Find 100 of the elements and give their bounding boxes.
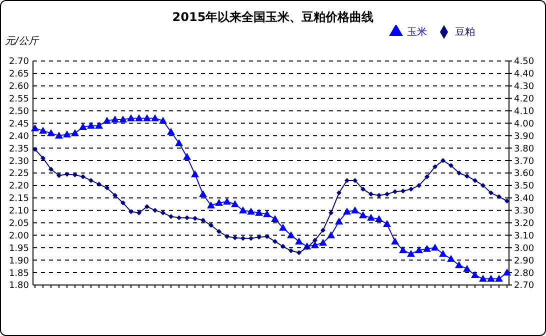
y-tick-label: 2.15 — [8, 194, 29, 204]
point — [415, 246, 423, 254]
point — [40, 156, 46, 161]
y2-tick-label: 3.10 — [514, 231, 534, 242]
y-tick-label: 2.05 — [8, 218, 29, 229]
chart-title: 2015年以来全国玉米、豆粕价格曲线 — [171, 9, 375, 26]
point — [399, 246, 407, 254]
point — [263, 210, 271, 218]
point — [432, 164, 438, 170]
y2-tick-label: 3.40 — [514, 194, 534, 204]
point — [392, 189, 398, 194]
point — [104, 185, 110, 190]
point — [440, 158, 446, 164]
y-tick-label: 1.95 — [8, 244, 29, 254]
point — [200, 218, 206, 223]
point — [72, 172, 78, 178]
point — [224, 234, 230, 239]
point — [223, 198, 231, 205]
point — [296, 250, 302, 256]
point — [247, 208, 255, 215]
point — [64, 172, 70, 177]
y-tick-label: 2.35 — [8, 144, 29, 154]
point — [80, 174, 86, 180]
point — [191, 170, 199, 178]
point — [479, 274, 487, 282]
point — [240, 236, 246, 241]
point — [447, 254, 455, 262]
y2-tick-label: 4.30 — [514, 82, 534, 92]
y2-tick-label: 3.50 — [514, 182, 534, 192]
point — [184, 215, 190, 220]
point — [287, 231, 295, 238]
point — [199, 190, 207, 198]
y-tick-label: 2.50 — [8, 106, 30, 117]
point — [384, 192, 390, 197]
y-tick-label: 1.85 — [8, 268, 29, 279]
point — [480, 182, 486, 188]
point — [351, 206, 359, 214]
point — [48, 166, 54, 172]
y-tick-label: 2.30 — [8, 156, 30, 167]
point — [167, 128, 175, 135]
point — [375, 215, 383, 222]
y2-tick-label: 3.20 — [514, 218, 534, 229]
y2-tick-label: 2.70 — [514, 281, 534, 292]
y-tick-label: 2.55 — [8, 94, 29, 105]
point — [471, 271, 479, 278]
point — [160, 210, 166, 216]
point — [320, 228, 326, 233]
y-tick-label: 1.90 — [8, 256, 30, 266]
point — [88, 178, 94, 183]
point — [455, 261, 463, 268]
point — [56, 172, 62, 178]
point — [32, 146, 38, 152]
point — [312, 238, 318, 243]
point — [408, 186, 414, 192]
point — [359, 211, 367, 218]
point — [216, 228, 222, 234]
point — [327, 231, 335, 238]
y2-tick-label: 4.50 — [514, 57, 534, 68]
point — [400, 188, 406, 194]
point — [192, 216, 198, 221]
point — [248, 236, 254, 241]
y-axis-title: 元/公斤 — [5, 34, 38, 48]
point — [152, 208, 158, 213]
point — [31, 124, 39, 132]
point — [103, 116, 111, 124]
point — [431, 244, 439, 251]
point — [416, 182, 422, 188]
point — [95, 122, 103, 129]
point — [456, 170, 462, 176]
point — [335, 218, 343, 225]
y2-tick-label: 3.00 — [514, 244, 534, 254]
point — [96, 182, 102, 187]
y2-tick-label: 3.90 — [514, 132, 534, 142]
point — [71, 129, 79, 136]
point — [487, 274, 495, 282]
point — [279, 224, 287, 231]
y-tick-label: 2.40 — [8, 132, 30, 142]
point — [407, 250, 415, 257]
point — [336, 190, 342, 196]
point — [112, 192, 118, 198]
point — [127, 114, 135, 122]
point — [207, 201, 215, 208]
point — [488, 190, 494, 196]
point — [503, 268, 511, 276]
point — [135, 114, 143, 122]
point — [295, 237, 303, 244]
y-tick-label: 2.10 — [8, 206, 30, 217]
point — [168, 214, 174, 220]
point — [328, 210, 334, 216]
y-tick-label: 2.60 — [8, 82, 30, 92]
point — [111, 115, 119, 122]
y2-tick-label: 3.70 — [514, 156, 534, 167]
point — [264, 234, 270, 239]
point — [239, 206, 247, 214]
point — [272, 238, 278, 244]
point — [271, 215, 279, 222]
point — [423, 244, 431, 252]
point — [376, 192, 382, 198]
point — [424, 174, 430, 180]
y-tick-label: 2.20 — [8, 182, 30, 192]
